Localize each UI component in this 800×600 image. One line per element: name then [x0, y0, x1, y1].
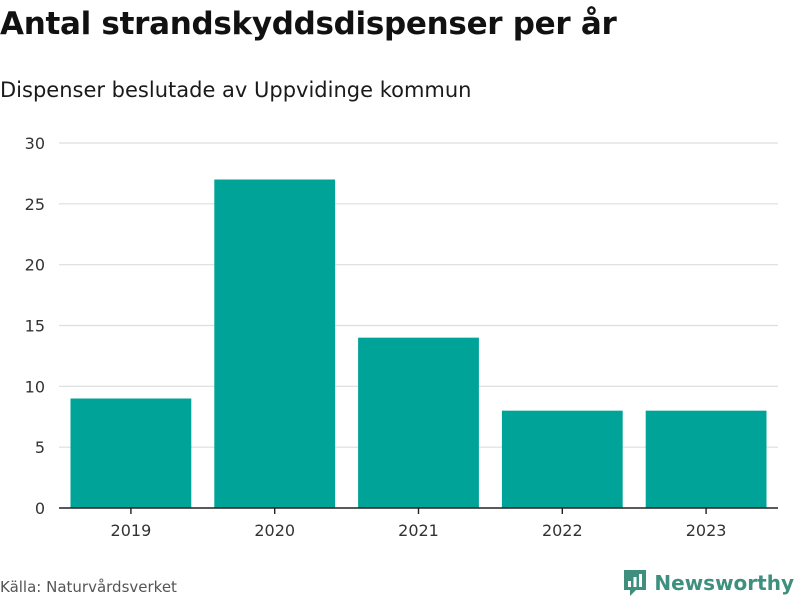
newsworthy-logo-icon: [624, 570, 647, 596]
bar-chart: 0 5 10 15 20 25 30 2019 2020 2021 2022 2023: [25, 134, 778, 540]
bar: [358, 337, 479, 508]
x-tick-label: 2022: [542, 521, 583, 540]
source-note: Källa: Naturvårdsverket: [0, 578, 177, 596]
y-tick-label: 25: [25, 195, 45, 214]
y-tick-label: 10: [25, 377, 45, 396]
x-tick-label: 2020: [254, 521, 295, 540]
x-tick-label: 2021: [398, 521, 439, 540]
x-tick-label: 2019: [111, 521, 152, 540]
y-tick-label: 5: [35, 438, 45, 457]
bar: [70, 398, 192, 508]
bars: [70, 179, 767, 508]
newsworthy-logo-text: Newsworthy: [654, 571, 794, 595]
x-tick-label: 2023: [686, 521, 727, 540]
chart-title: Antal strandskyddsdispenser per år: [0, 6, 617, 42]
bar: [214, 179, 336, 508]
newsworthy-logo: Newsworthy: [622, 566, 794, 600]
chart-subtitle: Dispenser beslutade av Uppvidinge kommun: [0, 78, 472, 102]
y-axis-ticks: 0 5 10 15 20 25 30: [25, 134, 45, 518]
bar: [645, 410, 767, 508]
y-tick-label: 20: [25, 256, 45, 275]
y-tick-label: 0: [35, 499, 45, 518]
x-axis-ticks: 2019 2020 2021 2022 2023: [111, 508, 727, 540]
bar: [501, 410, 623, 508]
y-tick-label: 30: [25, 134, 45, 153]
y-tick-label: 15: [25, 317, 45, 336]
